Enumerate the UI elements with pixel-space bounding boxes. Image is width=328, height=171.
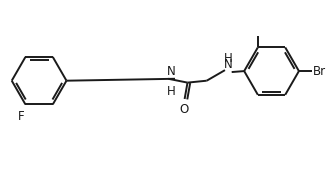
Text: F: F — [18, 110, 25, 123]
Text: H: H — [223, 52, 232, 65]
Text: N: N — [167, 65, 175, 78]
Text: H: H — [167, 84, 175, 97]
Text: N: N — [223, 58, 232, 71]
Text: Br: Br — [313, 65, 326, 78]
Text: O: O — [179, 103, 188, 116]
